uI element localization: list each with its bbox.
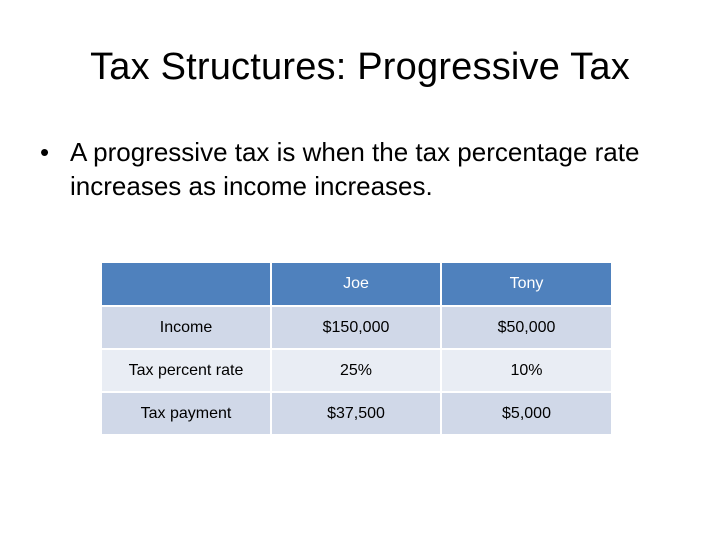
table-row: Income $150,000 $50,000	[102, 307, 611, 350]
bullet-text: A progressive tax is when the tax percen…	[70, 137, 640, 201]
tax-comparison-table: Joe Tony Income $150,000 $50,000 Tax per…	[102, 263, 611, 434]
row-label: Tax payment	[102, 393, 272, 434]
bullet-point: • A progressive tax is when the tax perc…	[40, 135, 680, 203]
table-row: Tax payment $37,500 $5,000	[102, 393, 611, 434]
table-header-row: Joe Tony	[102, 263, 611, 307]
header-cell-joe: Joe	[272, 263, 442, 307]
tony-value: $50,000	[442, 307, 611, 350]
table-row: Tax percent rate 25% 10%	[102, 350, 611, 393]
row-label: Income	[102, 307, 272, 350]
joe-value: $150,000	[272, 307, 442, 350]
header-cell-empty	[102, 263, 272, 307]
joe-value: $37,500	[272, 393, 442, 434]
slide-title: Tax Structures: Progressive Tax	[90, 46, 630, 88]
joe-value: 25%	[272, 350, 442, 393]
tony-value: 10%	[442, 350, 611, 393]
header-cell-tony: Tony	[442, 263, 611, 307]
row-label: Tax percent rate	[102, 350, 272, 393]
bullet-icon: •	[40, 137, 50, 167]
tony-value: $5,000	[442, 393, 611, 434]
